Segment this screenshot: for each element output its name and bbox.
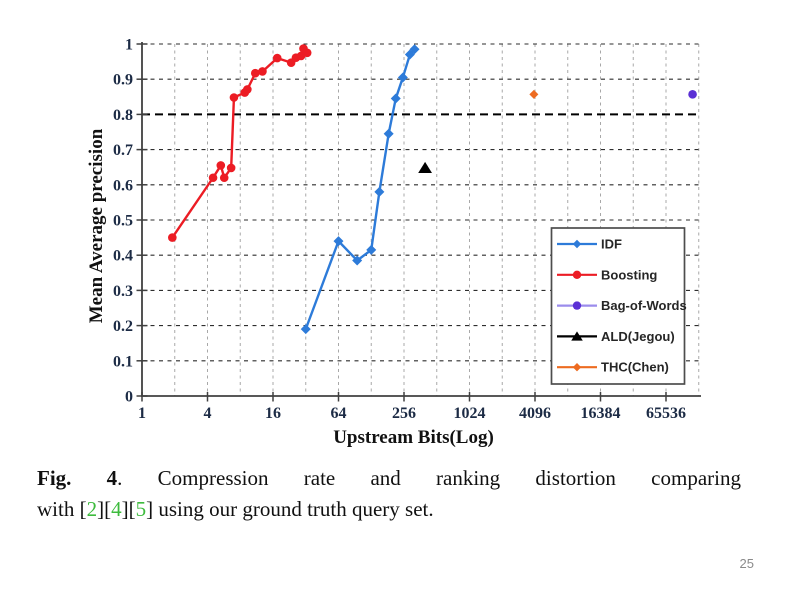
caption-text: ][ (97, 497, 112, 521)
x-tick-label: 1024 (454, 405, 486, 422)
series-idf (300, 44, 420, 335)
caption-text: Fig. 4 (37, 466, 118, 490)
caption-line-2: with [2][4][5] using our ground truth qu… (37, 494, 741, 525)
y-axis-ticks: 0 0.1 0.2 0.3 0.4 0.5 0.6 0.7 0.8 0.9 1 (113, 37, 148, 406)
page-number: 25 (739, 556, 754, 571)
citation-number: 5 (135, 497, 147, 521)
y-tick-label: 0.7 (113, 142, 133, 159)
caption-text: ] using our ground truth query set. (146, 497, 434, 521)
x-tick-label: 4 (204, 405, 212, 422)
legend-item-bag-of-words: Bag-of-Words (557, 298, 687, 313)
series-thc-chen- (529, 89, 539, 99)
legend-label: Boosting (601, 267, 657, 282)
x-axis-ticks: 1 4 16 64 256 1024 4096 16384 65536 (138, 392, 686, 422)
caption-line-1: Fig. 4. Compression rate and ranking dis… (37, 463, 741, 494)
legend-item-thc-chen-: THC(Chen) (557, 360, 669, 375)
series-boosting (168, 44, 312, 242)
y-axis-title: Mean Average precision (86, 128, 107, 323)
y-tick-label: 0 (125, 389, 133, 406)
x-tick-label: 16 (265, 405, 281, 422)
citation-number: 2 (86, 497, 98, 521)
y-tick-label: 0.4 (113, 248, 133, 265)
axes (141, 42, 701, 397)
y-tick-label: 0.6 (113, 177, 133, 194)
y-tick-label: 0.2 (113, 318, 133, 335)
caption-text: with [ (37, 497, 87, 521)
x-tick-label: 1 (138, 405, 146, 422)
y-tick-label: 1 (125, 37, 133, 54)
y-tick-label: 0.3 (113, 283, 133, 300)
series-ald-jegou- (418, 161, 432, 174)
horizontal-gridlines (142, 43, 699, 362)
legend-label: ALD(Jegou) (601, 329, 675, 344)
citation-number: 4 (111, 497, 122, 521)
legend-label: IDF (601, 237, 622, 252)
figure-caption: Fig. 4. Compression rate and ranking dis… (37, 463, 741, 525)
x-axis-title: Upstream Bits(Log) (333, 427, 494, 448)
y-tick-label: 0.9 (113, 72, 133, 89)
legend-item-idf: IDF (557, 237, 622, 252)
x-tick-label: 65536 (646, 405, 686, 422)
caption-text: . Compression rate and ranking distortio… (117, 466, 741, 490)
caption-text: ][ (121, 497, 136, 521)
figure-chart: 0 0.1 0.2 0.3 0.4 0.5 0.6 0.7 0.8 0.9 1 1 4 16 64 256 10… (86, 37, 701, 448)
x-tick-label: 256 (392, 405, 416, 422)
x-tick-label: 4096 (519, 405, 551, 422)
x-tick-label: 64 (331, 405, 347, 422)
legend-label: THC(Chen) (601, 360, 669, 375)
legend-item-boosting: Boosting (557, 267, 657, 282)
y-tick-label: 0.1 (113, 353, 133, 370)
legend-item-ald-jegou-: ALD(Jegou) (557, 329, 675, 344)
x-tick-label: 16384 (581, 405, 621, 422)
legend: IDF Boosting Bag-of-Words ALD(Jegou) THC(Che… (550, 227, 687, 385)
legend-label: Bag-of-Words (601, 298, 687, 313)
y-tick-label: 0.8 (113, 107, 133, 124)
y-tick-label: 0.5 (113, 213, 133, 230)
series-bag-of-words (688, 90, 697, 99)
